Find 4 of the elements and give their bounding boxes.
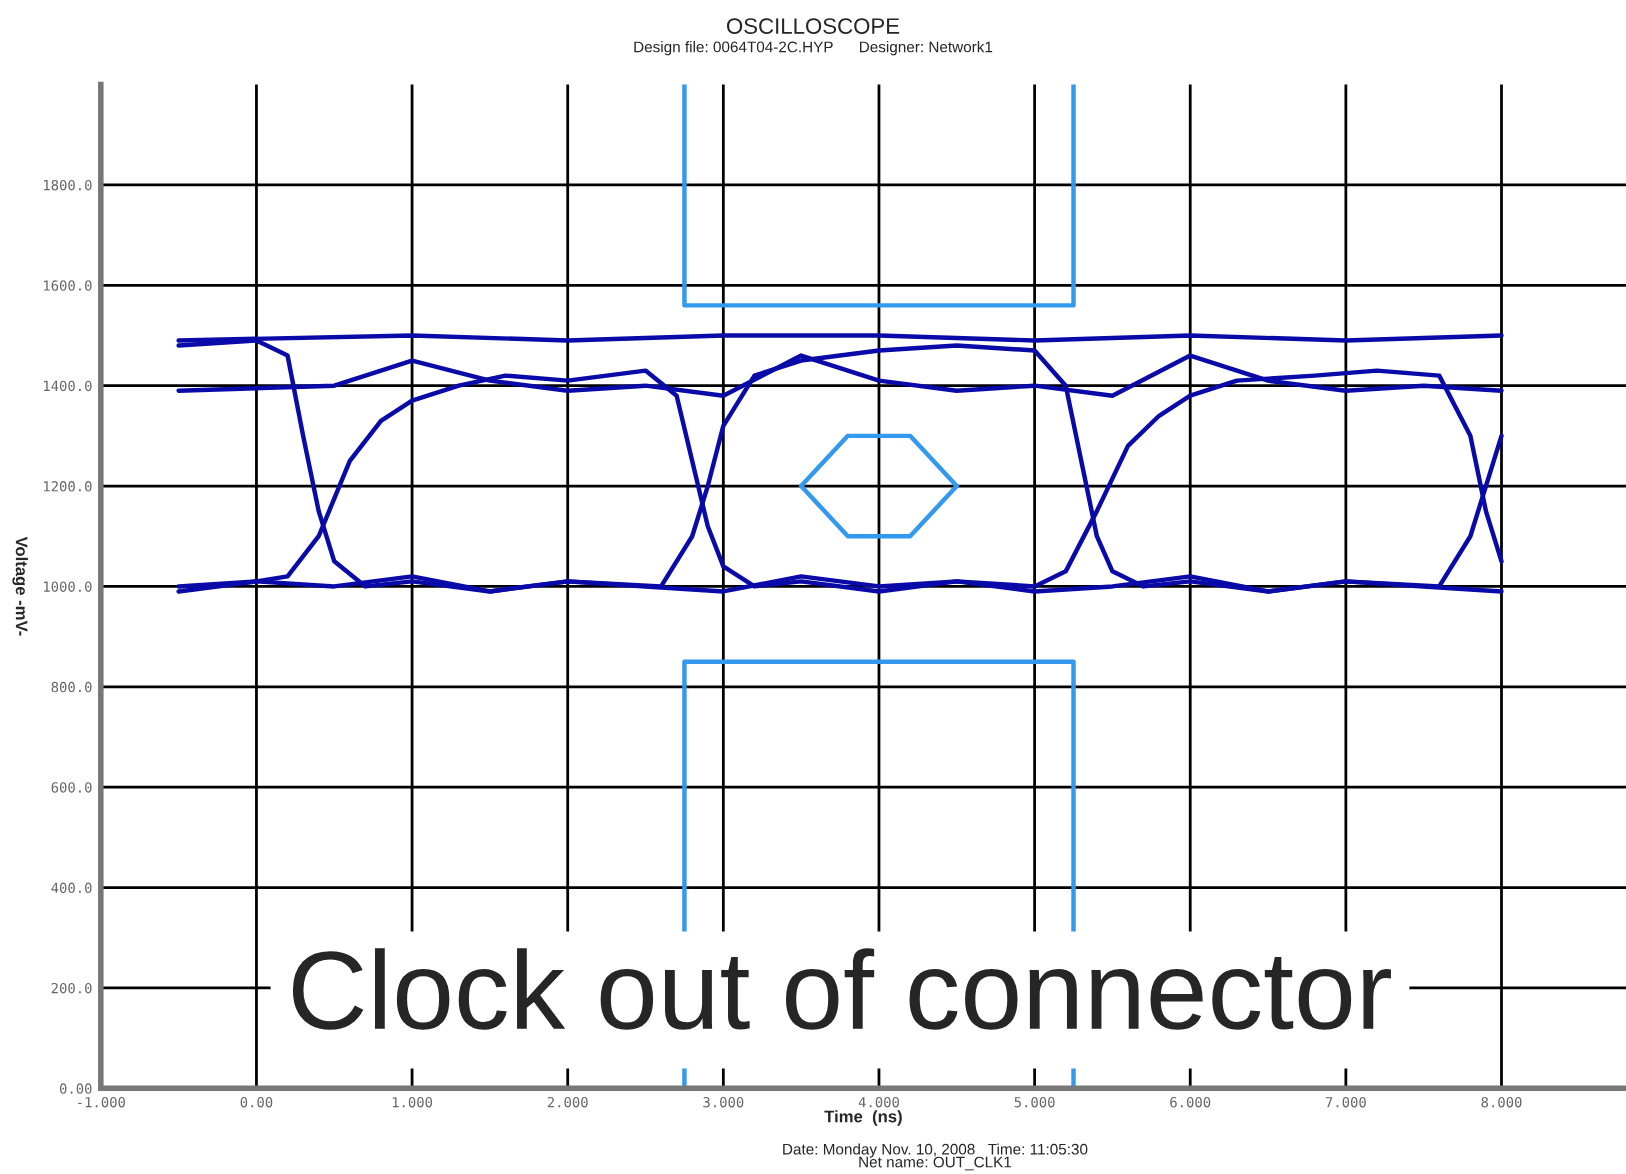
chart-title: OSCILLOSCOPE	[726, 18, 900, 34]
y-axis-title: Voltage -mV-	[12, 536, 28, 636]
annotation: Clock out of connector	[292, 948, 1391, 1030]
x-axis-title: Time (ns)	[824, 1110, 902, 1126]
